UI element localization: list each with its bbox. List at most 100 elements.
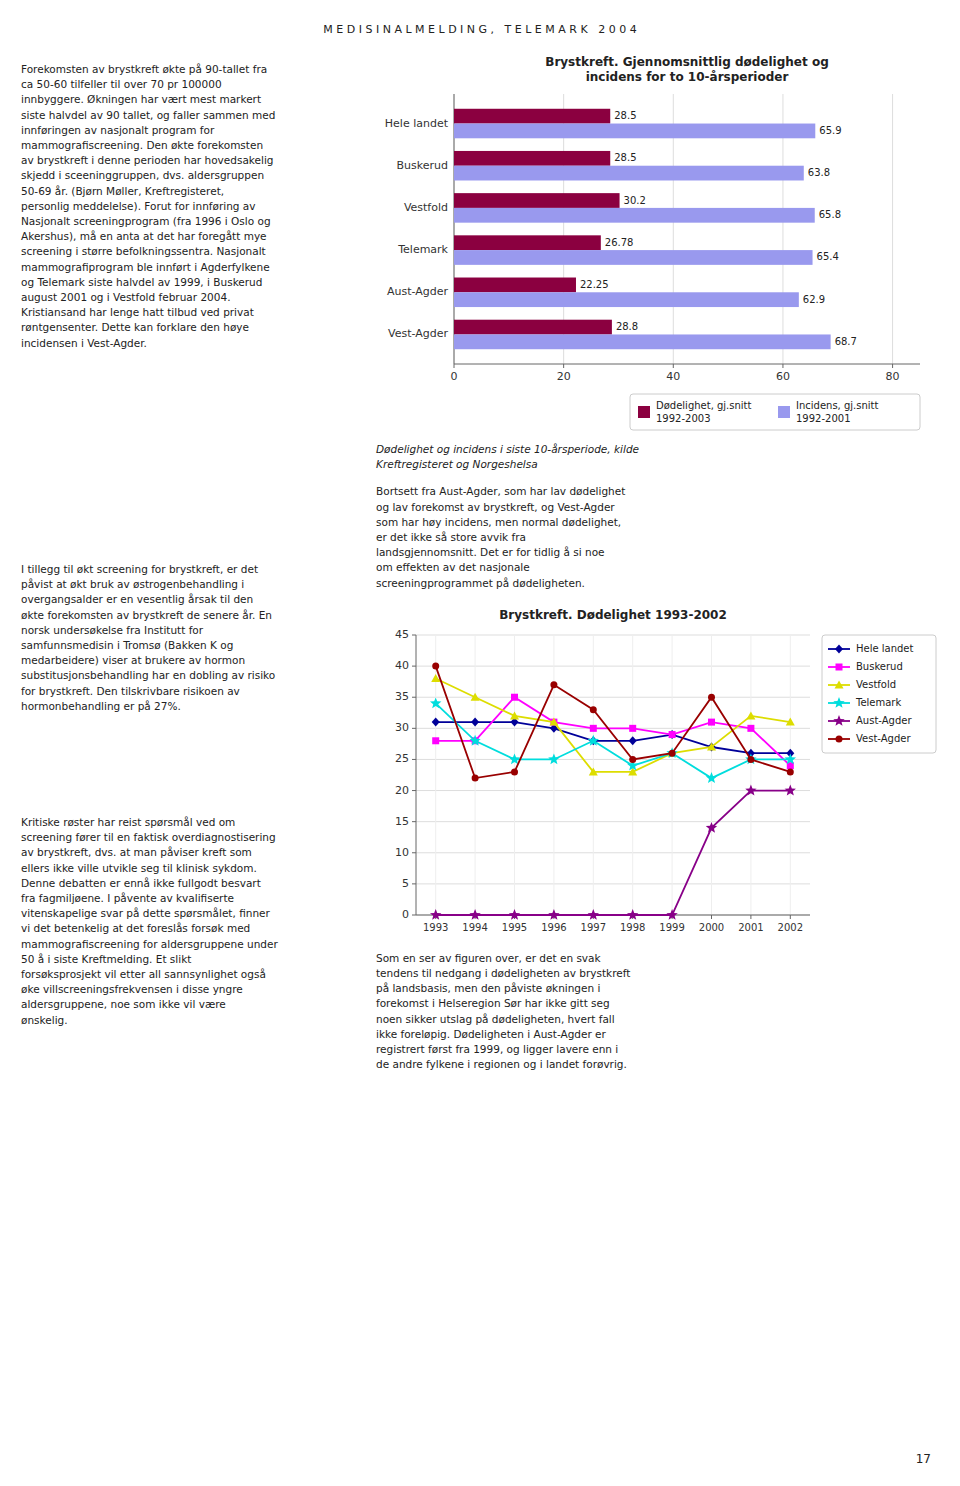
point (627, 909, 638, 920)
legend-frame (822, 635, 936, 753)
point (430, 697, 441, 708)
tick-label: 40 (666, 370, 680, 383)
series-line (436, 790, 791, 914)
tick-label: 1993 (423, 922, 448, 933)
tick-mark (412, 665, 416, 666)
category-label: Aust-Agder (387, 285, 449, 298)
point (708, 718, 715, 725)
chart-title: Brystkreft. Dødelighet 1993-2002 (499, 608, 727, 622)
point (548, 909, 559, 920)
data-label: 28.5 (614, 152, 636, 163)
point (430, 909, 441, 920)
legend-swatch (778, 406, 790, 418)
tick-mark (412, 790, 416, 791)
tick-mark (412, 697, 416, 698)
tick-mark (563, 364, 564, 368)
point (669, 731, 676, 738)
body-text: Bortsett fra Aust-Agder, som har lav død… (376, 484, 940, 590)
body-text: Forekomsten av brystkreft økte på 90-tal… (21, 62, 371, 351)
line-chart: Brystkreft. Dødelighet 1993-200205101520… (376, 603, 940, 943)
legend-label: Incidens, gj.snitt 1992-2001 (796, 400, 879, 424)
tick-label: 1995 (502, 922, 527, 933)
y-axis (416, 635, 417, 915)
tick-mark (412, 883, 416, 884)
point (745, 753, 756, 764)
grid-line (750, 635, 751, 915)
tick-mark (412, 821, 416, 822)
point (469, 735, 480, 746)
point (745, 784, 756, 795)
grid-line (672, 635, 673, 915)
tick-mark (790, 915, 791, 919)
bar (454, 109, 610, 124)
data-label: 65.8 (819, 209, 841, 220)
data-label: 62.9 (803, 294, 825, 305)
tick-label: 45 (395, 628, 409, 641)
tick-label: 2000 (699, 922, 724, 933)
body-text: Som en ser av figuren over, er det en sv… (376, 951, 940, 1073)
body-text: I tillegg til økt screening for brystkre… (21, 562, 371, 714)
data-label: 63.8 (808, 167, 830, 178)
grid-line (553, 635, 554, 915)
text-line: Incidens, gj.snitt (796, 400, 879, 411)
tick-label: 80 (886, 370, 900, 383)
category-label: Vest-Agder (388, 327, 448, 340)
point (589, 767, 598, 775)
bar (454, 124, 815, 139)
page-number: 17 (916, 1452, 931, 1467)
point (747, 725, 754, 732)
tick-label: 1999 (659, 922, 684, 933)
tick-mark (412, 852, 416, 853)
chart-title: Brystkreft. Gjennomsnittlig dødelighet o… (545, 55, 829, 84)
point (549, 717, 558, 725)
tick-mark (454, 364, 455, 368)
point (432, 737, 439, 744)
bar (454, 193, 620, 208)
tick-mark (750, 915, 751, 919)
series-line (436, 666, 791, 778)
data-label: 28.8 (616, 321, 638, 332)
text-line: 1992-2001 (796, 413, 851, 424)
tick-mark (412, 914, 416, 915)
point (629, 736, 637, 745)
grid-line (892, 94, 893, 364)
data-label: 65.4 (817, 251, 839, 262)
caption: Dødelighet og incidens i siste 10-årsper… (376, 442, 940, 472)
legend-marker (836, 735, 843, 742)
point (511, 768, 518, 775)
point (510, 711, 519, 719)
legend-label: Hele landet (856, 643, 914, 654)
legend-label: Aust-Agder (856, 715, 912, 726)
point (747, 756, 754, 763)
legend-label: Buskerud (856, 661, 903, 672)
point (471, 717, 479, 726)
text-line: Dødelighet, gj.snitt (656, 400, 752, 411)
legend-label: Telemark (855, 697, 901, 708)
point (472, 774, 479, 781)
point (432, 717, 440, 726)
tick-mark (892, 364, 893, 368)
point (666, 909, 677, 920)
tick-label: 0 (451, 370, 458, 383)
tick-label: 1994 (462, 922, 487, 933)
legend: Hele landetBuskerudVestfoldTelemarkAust-… (822, 635, 936, 753)
tick-label: 10 (395, 846, 409, 859)
tick-label: 20 (557, 370, 571, 383)
data-label: 30.2 (624, 195, 646, 206)
tick-label: 60 (776, 370, 790, 383)
bar (454, 235, 601, 250)
body-text: Kritiske røster har reist spørsmål ved o… (21, 815, 371, 1028)
tick-mark (673, 364, 674, 368)
point (471, 693, 480, 701)
bar (454, 278, 576, 293)
tick-label: 2002 (778, 922, 803, 933)
tick-label: 20 (395, 783, 409, 796)
series (430, 662, 796, 919)
point (629, 725, 636, 732)
point (590, 725, 597, 732)
point (708, 694, 715, 701)
legend-label: Vest-Agder (856, 733, 911, 744)
data-labels: 28.822.2526.7830.228.528.568.762.965.465… (580, 110, 857, 347)
bar (454, 292, 799, 307)
point (785, 753, 796, 764)
